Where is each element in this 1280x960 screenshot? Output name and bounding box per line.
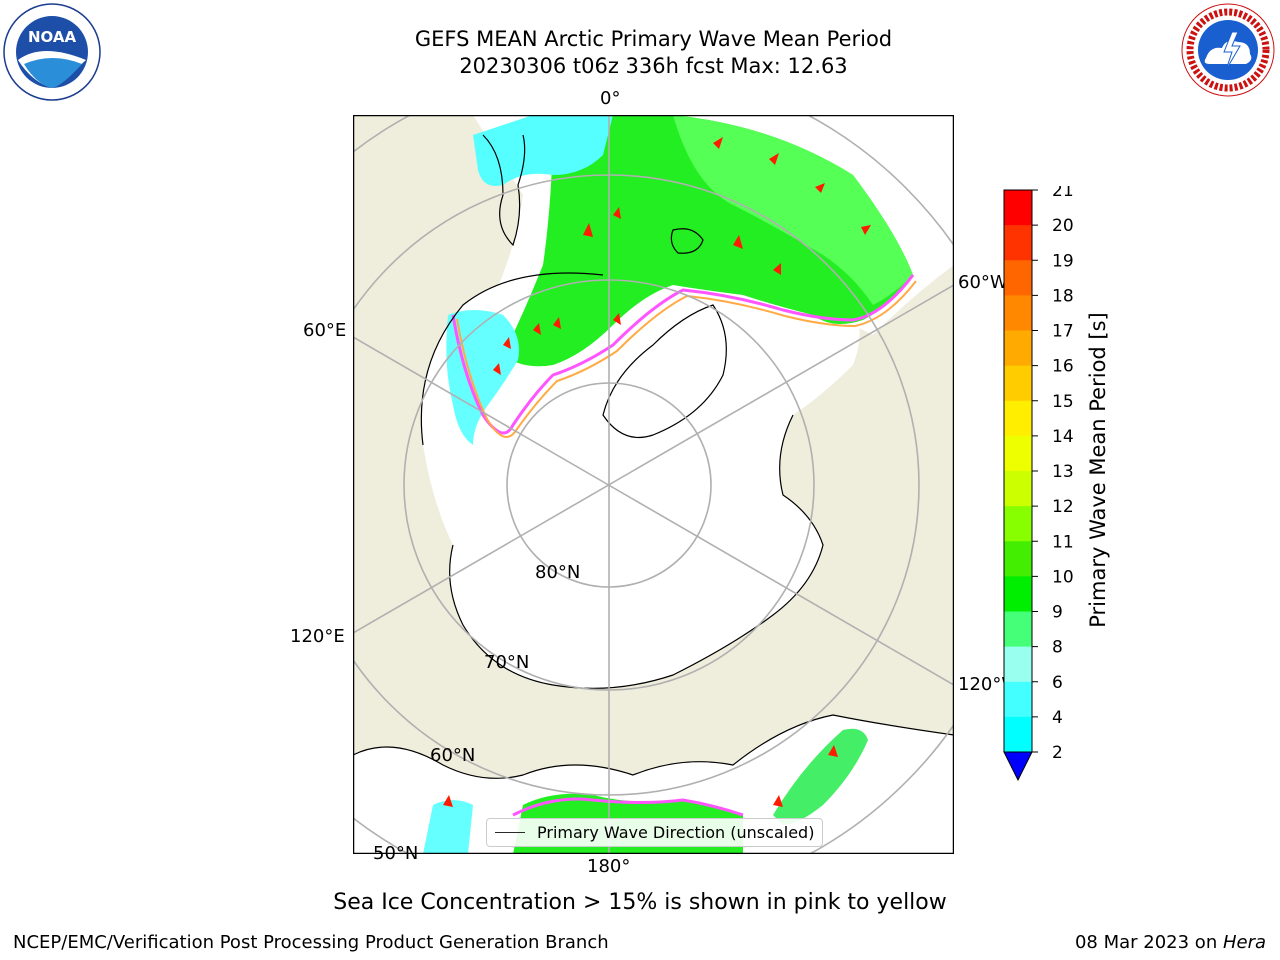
wave-arrow — [553, 317, 561, 329]
lon-label: 120°E — [290, 626, 345, 647]
wave-arrow — [815, 183, 825, 193]
legend-label: Primary Wave Direction (unscaled) — [537, 823, 815, 842]
lon-label: 0° — [600, 88, 621, 109]
wave-arrow — [613, 313, 621, 325]
colorbar: 21 20 19 18 17 16 15 14 13 12 11 10 9 8 6 4 2 — [1003, 186, 1074, 782]
coastlines — [353, 134, 954, 779]
wave-field-atlantic-light — [673, 115, 913, 305]
colorbar-tick-label: 21 — [1052, 186, 1074, 201]
colorbar-tick-label: 9 — [1052, 603, 1063, 623]
colorbar-segment — [1004, 330, 1032, 367]
colorbar-tick-label: 10 — [1052, 567, 1074, 587]
colorbar-segment — [1004, 225, 1032, 261]
wave-arrow — [773, 795, 783, 807]
ice-edge-atlantic-outer — [456, 280, 917, 438]
colorbar-tick-label: 20 — [1052, 216, 1074, 236]
graticule — [353, 115, 954, 854]
wave-field-pacific-east — [773, 728, 868, 825]
colorbar-tick-label: 18 — [1052, 286, 1074, 306]
wave-field-pacific-cyan — [423, 800, 473, 854]
map-legend: Primary Wave Direction (unscaled) — [486, 818, 823, 847]
wave-arrow — [733, 235, 743, 249]
colorbar-extend-min — [1003, 751, 1033, 782]
colorbar-segment — [1004, 365, 1032, 402]
svg-text:NOAA: NOAA — [28, 28, 77, 46]
colorbar-tick-label: 17 — [1052, 322, 1074, 342]
wave-arrow — [443, 795, 453, 807]
colorbar-tick-label: 13 — [1052, 462, 1074, 482]
noaa-logo: NOAA — [3, 3, 101, 101]
footer-organization: NCEP/EMC/Verification Post Processing Pr… — [13, 932, 609, 953]
wave-arrow — [503, 337, 511, 349]
lon-label: 180° — [587, 856, 631, 877]
wave-direction-arrows — [443, 137, 871, 807]
footer-system: Hera — [1222, 932, 1266, 953]
ice-edge-pacific — [512, 797, 744, 817]
colorbar-tick-label: 12 — [1052, 497, 1074, 517]
arctic-map — [353, 115, 954, 854]
wave-arrow — [583, 223, 593, 237]
colorbar-tick-label: 16 — [1052, 357, 1074, 377]
colorbar-segment — [1004, 471, 1032, 507]
wave-arrow — [493, 363, 501, 375]
colorbar-tick-label: 11 — [1052, 532, 1074, 552]
wave-arrow — [613, 207, 621, 219]
wave-field-cyan — [446, 310, 519, 445]
colorbar-segment — [1004, 646, 1032, 683]
lon-label: 60°W — [958, 272, 1008, 293]
footer-date: 08 Mar 2023 on Hera — [1075, 932, 1266, 953]
lat-label: 80°N — [535, 562, 581, 583]
colorbar-tick-label: 14 — [1052, 427, 1074, 447]
wave-arrow — [713, 137, 723, 149]
wave-arrow — [769, 153, 779, 165]
colorbar-segment — [1004, 400, 1032, 437]
colorbar-tick-label: 6 — [1052, 673, 1063, 693]
meridian-60e-120w — [353, 336, 954, 686]
wave-arrow — [773, 263, 781, 275]
colorbar-segment — [1004, 295, 1032, 331]
colorbar-segment — [1004, 716, 1032, 753]
colorbar-segment — [1004, 611, 1032, 648]
lat-label: 50°N — [373, 843, 419, 864]
meridian-120e-60w — [353, 284, 954, 634]
colorbar-segment — [1004, 681, 1032, 718]
colorbar-label: Primary Wave Mean Period [s] — [1086, 312, 1110, 628]
wave-arrow — [533, 323, 541, 335]
chart-title: GEFS MEAN Arctic Primary Wave Mean Perio… — [414, 27, 893, 51]
colorbar-segment — [1004, 435, 1032, 472]
colorbar-segment — [1004, 260, 1032, 296]
colorbar-segment — [1004, 541, 1032, 577]
footer-date-text: 08 Mar 2023 on — [1074, 932, 1223, 953]
lat-label: 60°N — [430, 745, 476, 766]
legend-line — [495, 832, 525, 833]
sea-ice-caption: Sea Ice Concentration > 15% is shown in … — [333, 890, 947, 915]
colorbar-segment — [1004, 190, 1032, 226]
wave-arrow — [861, 225, 871, 235]
colorbar-tick-label: 19 — [1052, 251, 1074, 271]
colorbar-tick-label: 8 — [1052, 638, 1063, 658]
wave-arrow — [828, 745, 838, 757]
nws-logo — [1181, 3, 1275, 97]
colorbar-segment — [1004, 506, 1032, 542]
colorbar-segment — [1004, 576, 1032, 612]
colorbar-tick-label: 15 — [1052, 392, 1074, 412]
lon-label: 60°E — [303, 320, 347, 341]
colorbar-tick-label: 2 — [1052, 743, 1063, 763]
colorbar-tick-label: 4 — [1052, 708, 1063, 728]
lat-label: 70°N — [484, 652, 530, 673]
wave-field-cyan-top — [473, 115, 613, 186]
chart-subtitle: 20230306 t06z 336h fcst Max: 12.63 — [459, 54, 848, 78]
